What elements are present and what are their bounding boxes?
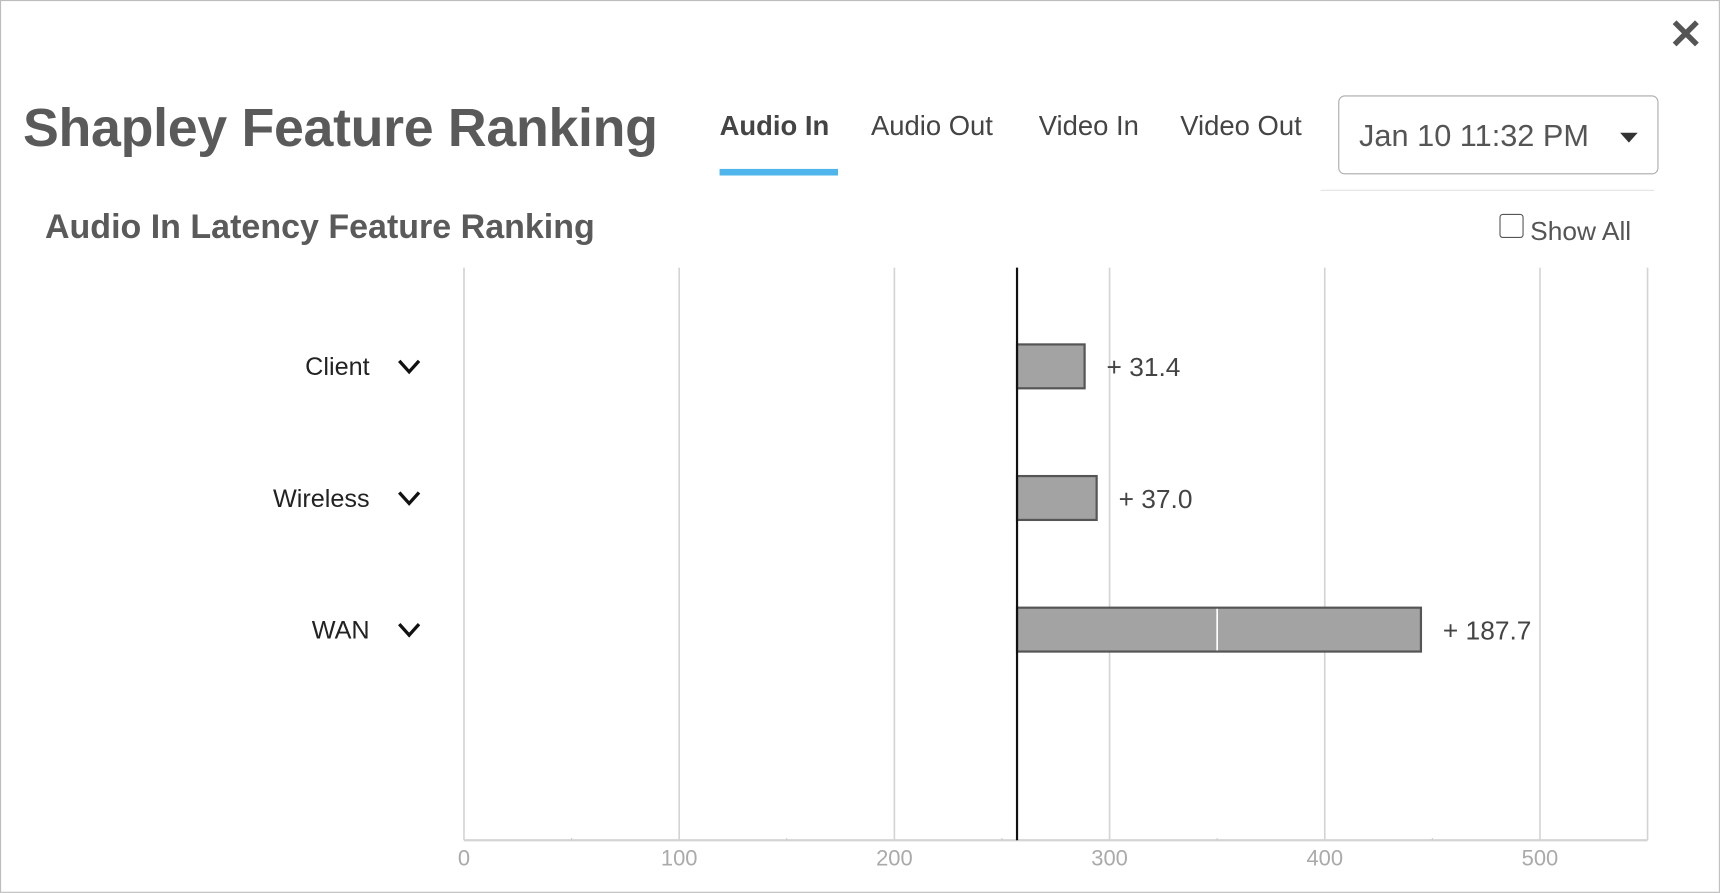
chevron-down-icon[interactable] bbox=[398, 491, 421, 506]
bar bbox=[1015, 343, 1086, 390]
category-label: Client bbox=[305, 353, 369, 381]
data-label: + 37.0 bbox=[1119, 484, 1193, 514]
category-label: Wireless bbox=[273, 485, 370, 513]
bar bbox=[1015, 606, 1423, 653]
caret-down-icon bbox=[1620, 132, 1638, 143]
bar bbox=[1015, 474, 1098, 522]
date-select-value: Jan 10 11:32 PM bbox=[1359, 118, 1589, 153]
show-all-label: Show All bbox=[1530, 217, 1632, 247]
checkbox-icon[interactable] bbox=[1499, 213, 1524, 239]
close-icon[interactable]: ✕ bbox=[1668, 12, 1704, 59]
category-label: WAN bbox=[312, 616, 370, 644]
tab-audio-out[interactable]: Audio Out bbox=[870, 110, 993, 142]
chevron-down-icon[interactable] bbox=[398, 623, 421, 638]
x-tick-label: 100 bbox=[661, 845, 698, 870]
tab-audio-in[interactable]: Audio In bbox=[719, 110, 830, 142]
chart-title: Audio In Latency Feature Ranking bbox=[44, 207, 595, 246]
x-tick-label: 200 bbox=[876, 845, 913, 870]
tab-video-out[interactable]: Video Out bbox=[1180, 110, 1302, 142]
active-tab-indicator bbox=[719, 168, 839, 176]
show-all-checkbox[interactable]: Show All bbox=[1499, 213, 1632, 247]
x-tick-label: 400 bbox=[1306, 845, 1343, 870]
date-select[interactable]: Jan 10 11:32 PM bbox=[1338, 95, 1659, 175]
page-title: Shapley Feature Ranking bbox=[23, 98, 658, 158]
data-label: + 31.4 bbox=[1107, 352, 1181, 382]
divider bbox=[1320, 189, 1655, 191]
chevron-down-icon[interactable] bbox=[398, 359, 421, 375]
data-label: + 187.7 bbox=[1443, 615, 1532, 645]
tab-video-in[interactable]: Video In bbox=[1038, 110, 1139, 142]
x-tick-label: 300 bbox=[1091, 845, 1128, 870]
x-tick-label: 0 bbox=[458, 845, 470, 870]
x-tick-label: 500 bbox=[1522, 845, 1559, 870]
